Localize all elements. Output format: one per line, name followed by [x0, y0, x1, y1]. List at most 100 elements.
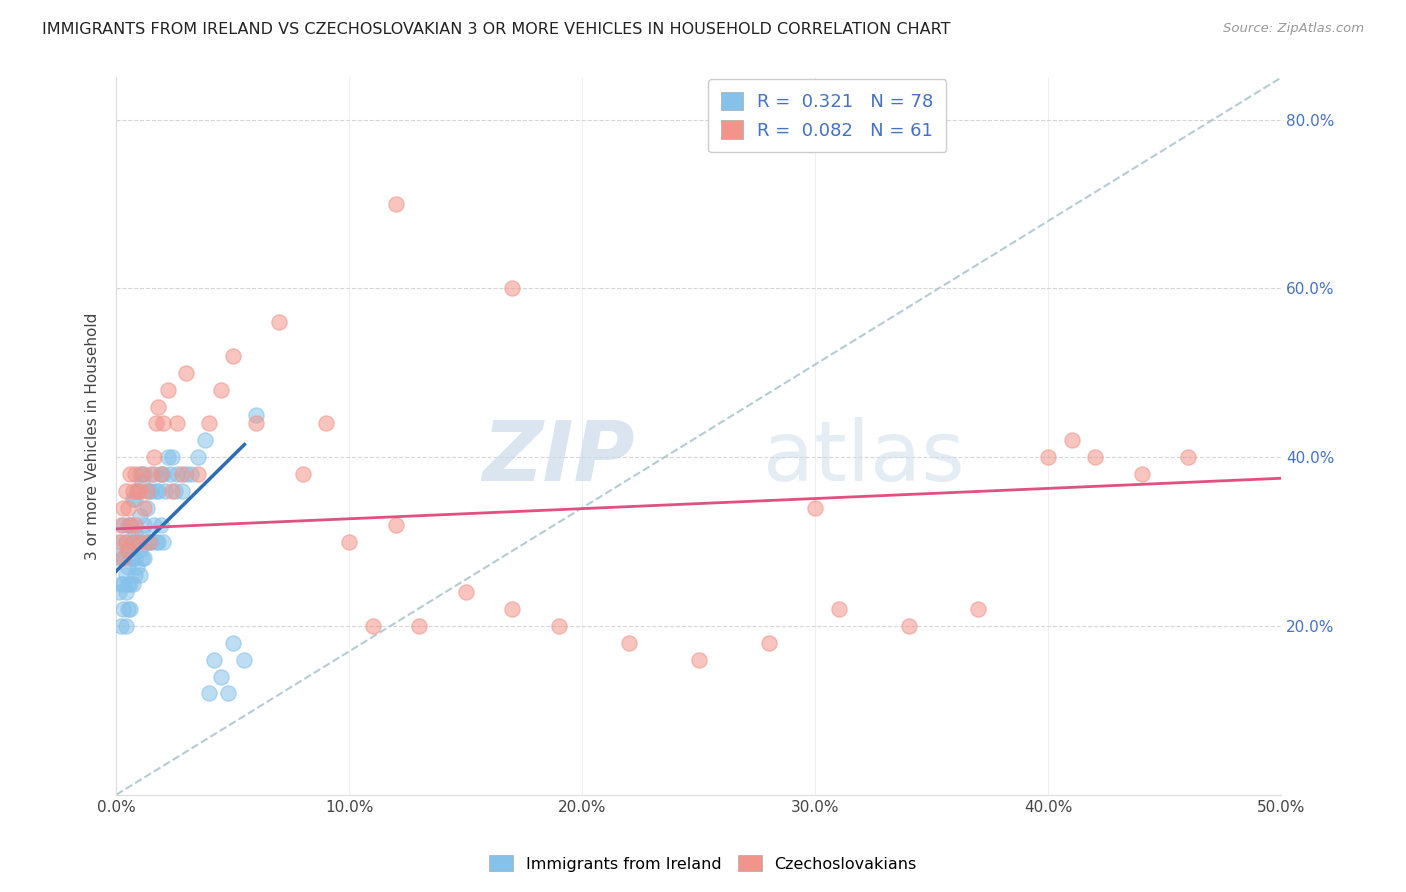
Point — [142, 450, 165, 465]
Point — [209, 669, 232, 683]
Point — [217, 686, 239, 700]
Point — [120, 517, 142, 532]
Point — [501, 602, 523, 616]
Text: Source: ZipAtlas.com: Source: ZipAtlas.com — [1223, 22, 1364, 36]
Point — [1130, 467, 1153, 481]
Text: IMMIGRANTS FROM IRELAND VS CZECHOSLOVAKIAN 3 OR MORE VEHICLES IN HOUSEHOLD CORRE: IMMIGRANTS FROM IRELAND VS CZECHOSLOVAKI… — [42, 22, 950, 37]
Point — [688, 653, 710, 667]
Point — [152, 417, 174, 431]
Point — [124, 517, 146, 532]
Point — [124, 467, 146, 481]
Point — [148, 483, 170, 498]
Point — [187, 450, 209, 465]
Point — [187, 467, 209, 481]
Point — [454, 585, 477, 599]
Point — [128, 543, 150, 558]
Point — [1060, 434, 1083, 448]
Point — [107, 551, 129, 566]
Point — [114, 585, 136, 599]
Text: atlas: atlas — [763, 417, 965, 498]
Point — [121, 483, 143, 498]
Point — [120, 517, 142, 532]
Point — [128, 467, 150, 481]
Point — [135, 483, 157, 498]
Point — [142, 517, 165, 532]
Point — [385, 197, 408, 211]
Point — [114, 568, 136, 582]
Point — [124, 492, 146, 507]
Point — [1084, 450, 1107, 465]
Point — [117, 543, 139, 558]
Point — [114, 534, 136, 549]
Point — [128, 483, 150, 498]
Point — [138, 534, 160, 549]
Point — [124, 526, 146, 541]
Point — [337, 534, 360, 549]
Point — [107, 534, 129, 549]
Point — [385, 517, 408, 532]
Point — [501, 281, 523, 295]
Point — [145, 483, 167, 498]
Point — [804, 500, 827, 515]
Point — [117, 500, 139, 515]
Point — [198, 686, 221, 700]
Point — [114, 534, 136, 549]
Point — [141, 467, 163, 481]
Point — [127, 483, 149, 498]
Point — [117, 559, 139, 574]
Point — [110, 534, 132, 549]
Point — [131, 467, 153, 481]
Point — [209, 383, 232, 397]
Point — [112, 517, 135, 532]
Point — [128, 534, 150, 549]
Point — [222, 349, 245, 363]
Point — [127, 483, 149, 498]
Point — [141, 483, 163, 498]
Point — [114, 619, 136, 633]
Point — [269, 315, 291, 329]
Point — [112, 551, 135, 566]
Point — [170, 467, 193, 481]
Point — [180, 467, 202, 481]
Point — [145, 417, 167, 431]
Point — [202, 653, 225, 667]
Point — [163, 483, 186, 498]
Point — [121, 492, 143, 507]
Point — [138, 534, 160, 549]
Point — [110, 576, 132, 591]
Point — [166, 467, 188, 481]
Point — [159, 467, 181, 481]
Point — [152, 467, 174, 481]
Point — [112, 576, 135, 591]
Point — [617, 636, 640, 650]
Point — [121, 534, 143, 549]
Point — [117, 576, 139, 591]
Point — [198, 417, 221, 431]
Point — [156, 383, 179, 397]
Point — [117, 543, 139, 558]
Point — [110, 517, 132, 532]
Point — [127, 534, 149, 549]
Point — [134, 500, 156, 515]
Point — [149, 467, 172, 481]
Point — [548, 619, 571, 633]
Text: ZIP: ZIP — [482, 417, 634, 498]
Point — [124, 568, 146, 582]
Point — [245, 417, 267, 431]
Point — [120, 467, 142, 481]
Point — [149, 517, 172, 532]
Point — [160, 483, 183, 498]
Legend: Immigrants from Ireland, Czechoslovakians: Immigrants from Ireland, Czechoslovakian… — [481, 847, 925, 880]
Point — [114, 483, 136, 498]
Point — [145, 534, 167, 549]
Point — [124, 551, 146, 566]
Point — [107, 585, 129, 599]
Point — [156, 450, 179, 465]
Point — [152, 534, 174, 549]
Point — [148, 534, 170, 549]
Point — [166, 417, 188, 431]
Point — [112, 551, 135, 566]
Point — [315, 417, 337, 431]
Point — [131, 551, 153, 566]
Point — [110, 619, 132, 633]
